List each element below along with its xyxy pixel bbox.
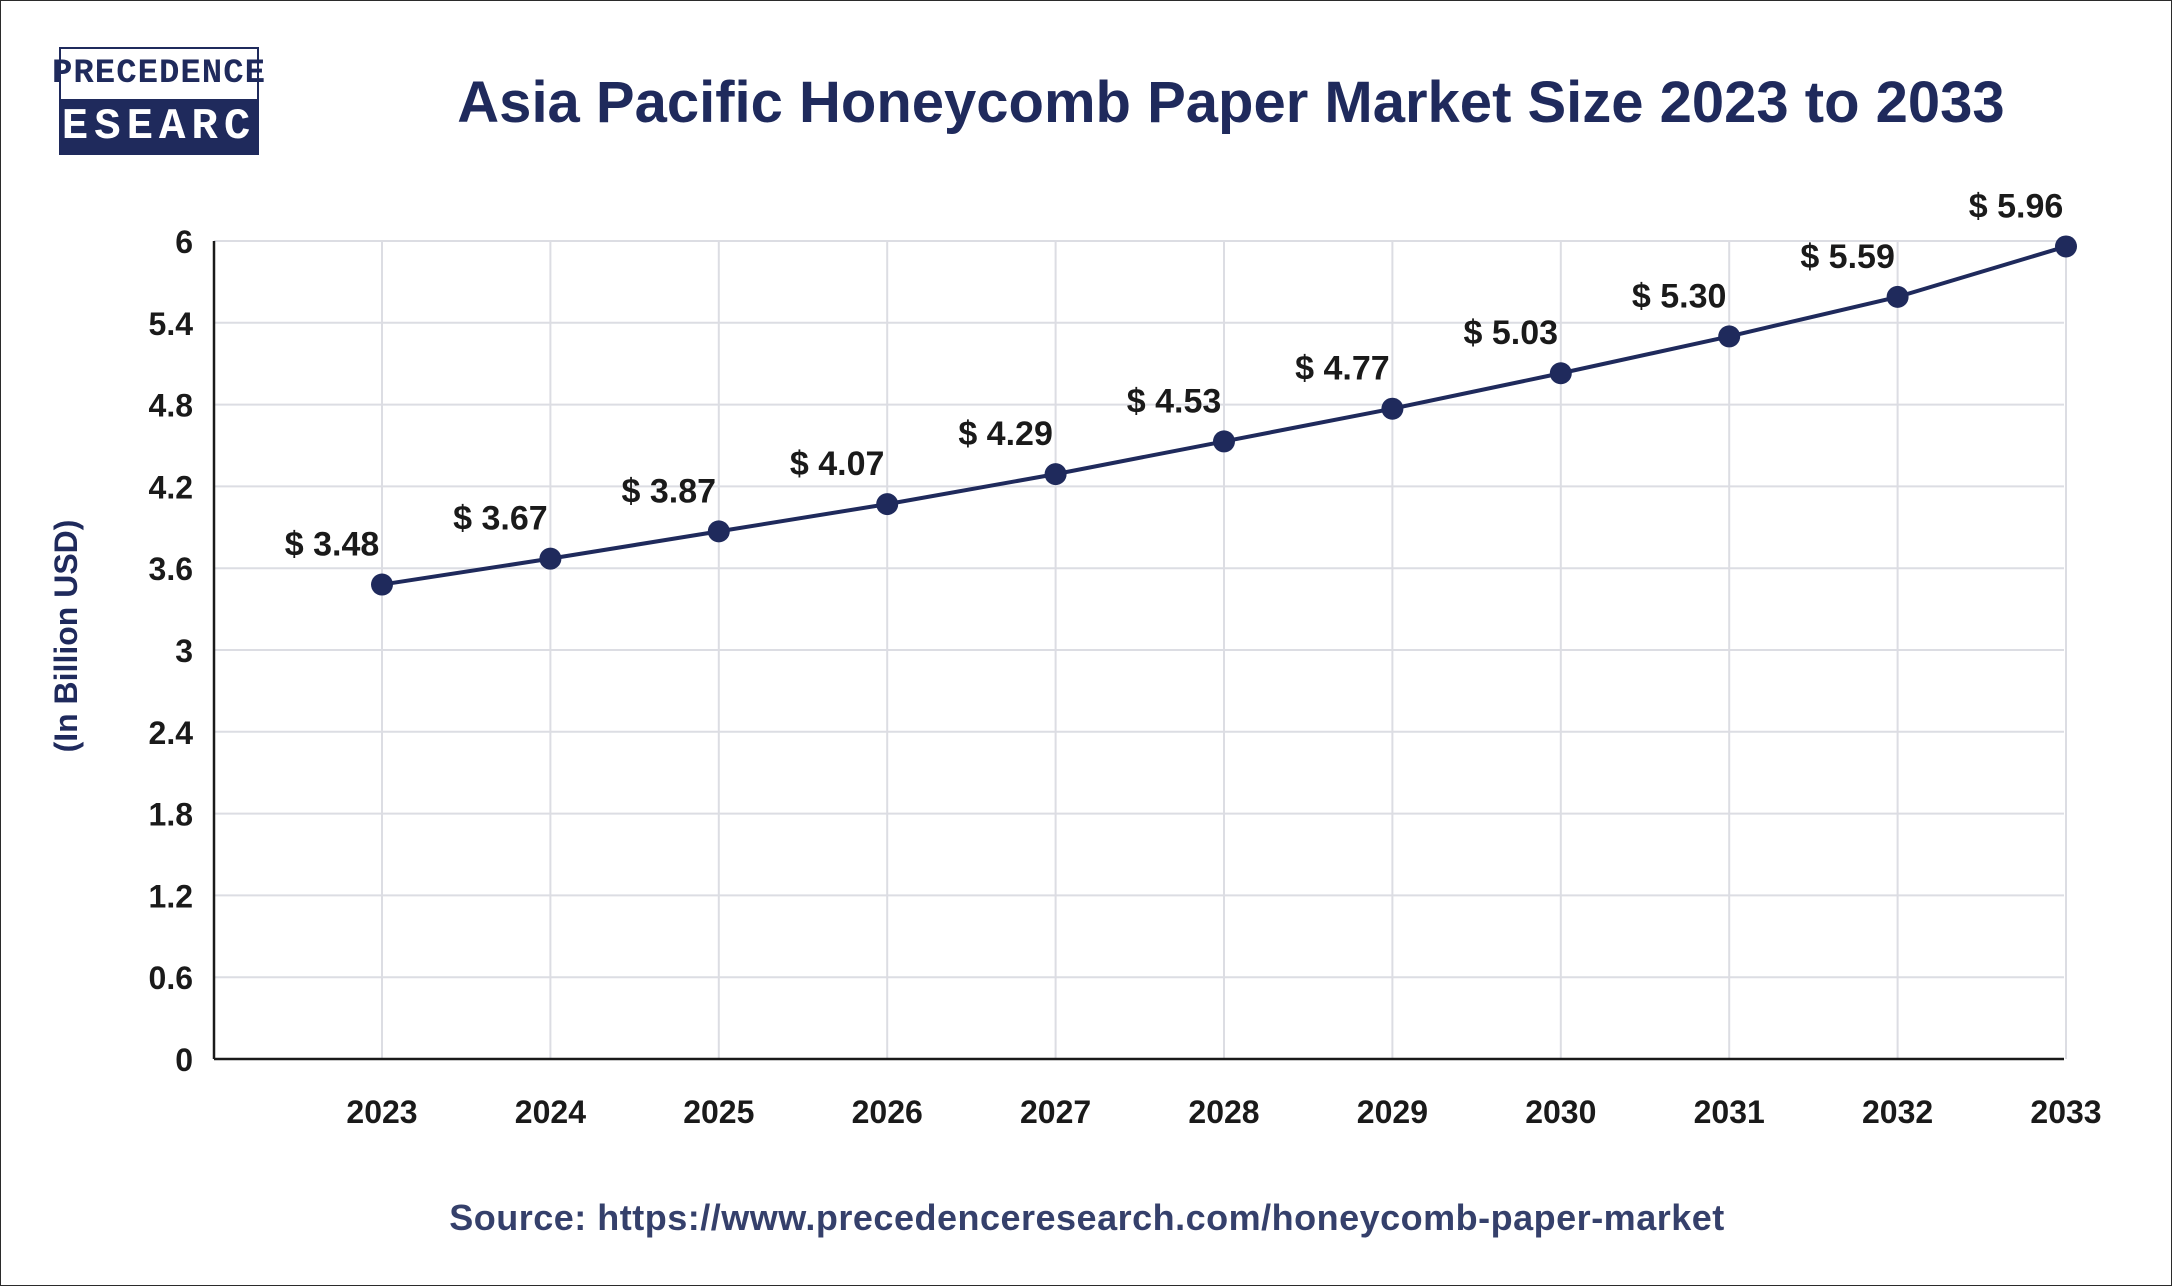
data-point	[1549, 362, 1572, 385]
x-tick-label: 2025	[683, 1094, 754, 1130]
x-tick-label: 2033	[2030, 1094, 2101, 1130]
y-tick-label: 0	[175, 1042, 193, 1078]
x-tick-label: 2026	[852, 1094, 923, 1130]
y-tick-label: 1.8	[149, 797, 193, 833]
data-label: $ 4.77	[1295, 350, 1390, 388]
y-tick-label: 3.6	[149, 551, 193, 587]
y-tick-label: 6	[175, 224, 193, 260]
line-chart: 0 0.6 1.2 1.8 2.4 3 3.6 4.2 4.8 5.4 6 2023 2024 2025 2…	[48, 187, 2102, 1130]
y-axis-title: (In Billion USD)	[48, 520, 84, 753]
y-tick-label: 3	[175, 633, 193, 669]
y-tick-label: 4.2	[149, 469, 193, 505]
data-point	[1886, 285, 1909, 308]
x-tick-label: 2028	[1188, 1094, 1259, 1130]
data-point	[707, 520, 730, 543]
data-label: $ 3.67	[453, 500, 548, 538]
data-point	[1213, 430, 1235, 453]
data-label: $ 5.30	[1632, 277, 1727, 315]
source-citation: Source: https://www.precedenceresearch.c…	[449, 1197, 1725, 1238]
x-tick-label: 2029	[1357, 1094, 1428, 1130]
x-tick-label: 2030	[1525, 1094, 1596, 1130]
precedence-research-logo: PRECEDENCE RESEARCH	[29, 47, 283, 155]
data-label: $ 5.59	[1800, 238, 1895, 276]
x-tick-label: 2027	[1020, 1094, 1091, 1130]
data-label: $ 4.07	[790, 445, 885, 483]
y-tick-label: 2.4	[149, 715, 194, 751]
y-tick-label: 5.4	[149, 306, 194, 342]
data-label: $ 4.53	[1127, 382, 1222, 420]
data-label: $ 4.29	[958, 415, 1053, 453]
x-tick-label: 2031	[1694, 1094, 1765, 1130]
data-point	[539, 547, 562, 570]
data-point	[876, 493, 899, 516]
data-point	[1044, 463, 1067, 486]
x-tick-label: 2032	[1862, 1094, 1933, 1130]
data-point	[2055, 235, 2077, 258]
data-label: $ 5.96	[1969, 187, 2064, 225]
y-tick-label: 0.6	[149, 960, 193, 996]
data-point	[1718, 325, 1741, 348]
data-label: $ 3.87	[622, 472, 717, 510]
data-label: $ 5.03	[1464, 314, 1559, 352]
y-tick-label: 1.2	[149, 878, 193, 914]
logo-line-1: PRECEDENCE	[52, 47, 265, 101]
y-tick-label: 4.8	[149, 388, 193, 424]
data-point	[1381, 397, 1404, 420]
chart-title: Asia Pacific Honeycomb Paper Market Size…	[457, 70, 2005, 135]
x-tick-label: 2024	[515, 1094, 586, 1130]
data-label: $ 3.48	[285, 526, 380, 564]
x-tick-label: 2023	[346, 1094, 417, 1130]
logo-line-2: RESEARCH	[29, 99, 283, 155]
data-point	[371, 573, 393, 596]
